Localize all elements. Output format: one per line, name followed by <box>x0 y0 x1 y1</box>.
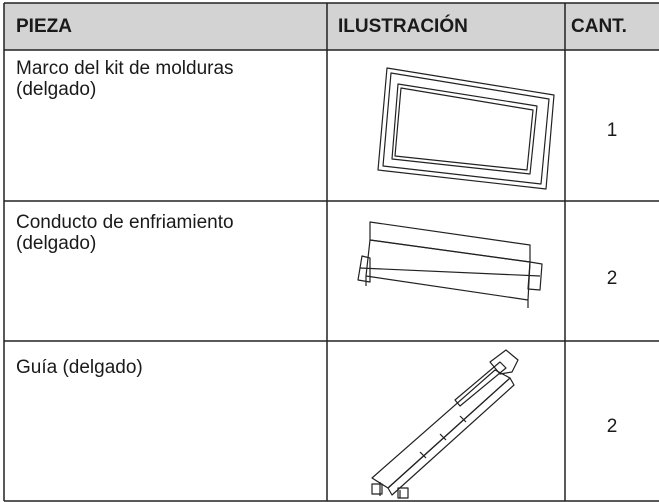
column-header: PIEZA <box>16 16 72 37</box>
frame-illustration <box>377 67 555 190</box>
part-quantity: 1 <box>606 120 618 141</box>
grid <box>3 2 659 502</box>
part-name: Guía (delgado) <box>16 357 143 378</box>
column-header: CANT. <box>571 16 627 37</box>
duct-illustration <box>357 221 543 308</box>
part-name: Conducto de enfriamiento (delgado) <box>16 212 234 254</box>
part-quantity: 2 <box>606 416 618 437</box>
part-quantity: 2 <box>606 268 618 289</box>
header-background <box>4 3 659 50</box>
part-name: Marco del kit de molduras (delgado) <box>16 58 234 100</box>
column-header: ILUSTRACIÓN <box>338 16 468 37</box>
guide-illustration <box>371 349 519 499</box>
